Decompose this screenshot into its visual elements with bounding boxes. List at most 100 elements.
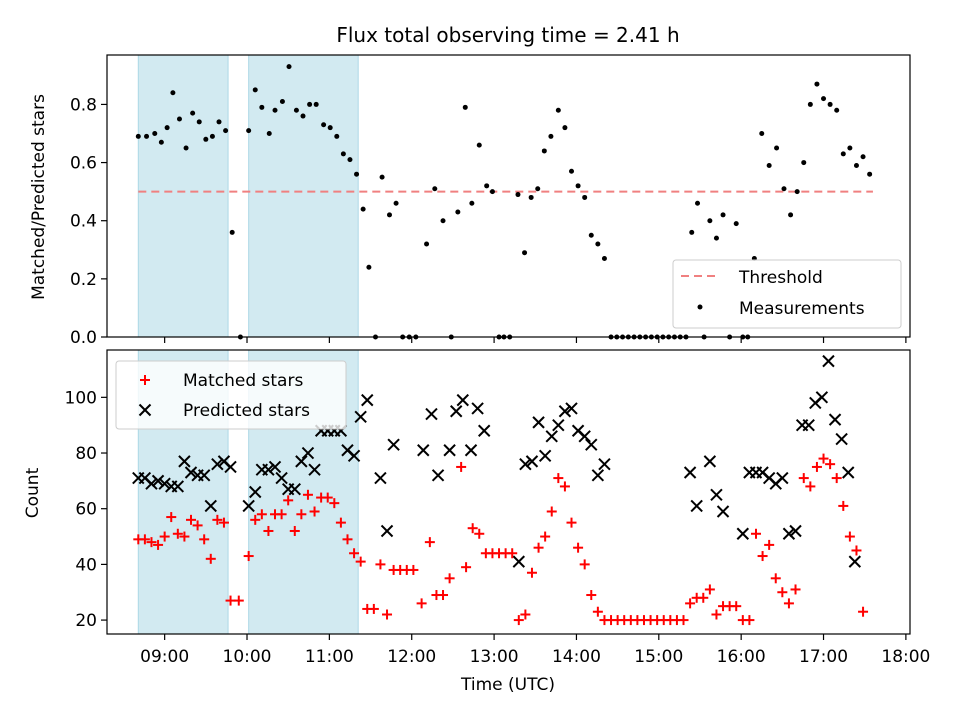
matched-point xyxy=(744,615,755,626)
y-tick-label: 0.2 xyxy=(70,270,97,290)
matched-point xyxy=(250,514,261,525)
matched-point xyxy=(199,534,210,545)
matched-point xyxy=(438,590,449,601)
measurement-point xyxy=(484,183,490,189)
matched-point xyxy=(408,564,419,575)
predicted-points xyxy=(132,354,862,568)
measurement-point xyxy=(164,125,170,131)
matched-point xyxy=(382,609,393,620)
predicted-point xyxy=(822,354,835,368)
predicted-point xyxy=(425,407,438,421)
measurement-point xyxy=(860,154,866,160)
matched-point xyxy=(444,573,455,584)
measurement-point xyxy=(229,229,235,235)
x-tick-label: 15:00 xyxy=(634,647,683,667)
predicted-point xyxy=(552,418,565,432)
matched-point xyxy=(777,587,788,598)
matched-points xyxy=(133,453,869,626)
matched-point xyxy=(335,517,346,528)
measurement-point xyxy=(555,107,561,113)
matched-point xyxy=(566,517,577,528)
measurement-point xyxy=(781,186,787,192)
matched-point xyxy=(764,539,775,550)
predicted-point xyxy=(301,446,315,460)
y-tick-label: 80 xyxy=(75,444,97,464)
matched-point xyxy=(139,534,150,545)
matched-point xyxy=(811,461,822,472)
predicted-point xyxy=(361,393,374,407)
count-x-axis: 09:00 10:00 11:00 12:00 13:00 14:00 15:00 16:00… xyxy=(140,634,930,667)
ratio-panel-frame xyxy=(106,54,911,338)
measurement-point xyxy=(321,122,327,128)
predicted-point xyxy=(308,463,321,476)
measurement-point xyxy=(272,107,278,113)
predicted-point xyxy=(456,393,469,407)
y-tick-label: 0.6 xyxy=(70,154,97,174)
matched-point xyxy=(685,598,696,609)
measurement-point xyxy=(170,90,176,96)
x-tick-label: 17:00 xyxy=(799,647,848,667)
predicted-point xyxy=(374,471,387,485)
ratio-y-label: Matched/Predicted stars xyxy=(29,94,49,300)
measurement-point xyxy=(788,212,794,218)
x-tick-label: 13:00 xyxy=(470,647,519,667)
matched-point xyxy=(461,562,472,573)
matched-point xyxy=(256,509,267,520)
matched-point xyxy=(368,603,379,614)
measurement-point xyxy=(588,232,594,238)
predicted-point xyxy=(525,455,539,468)
matched-point xyxy=(172,528,183,539)
measurement-point xyxy=(528,194,534,200)
predicted-point xyxy=(471,402,484,415)
matched-point xyxy=(186,514,197,525)
matched-point xyxy=(678,615,689,626)
measurement-point xyxy=(455,209,461,215)
measurement-point xyxy=(327,125,333,131)
matched-point xyxy=(342,534,353,545)
predicted-point xyxy=(848,555,862,568)
predicted-point xyxy=(710,488,723,501)
predicted-point xyxy=(354,410,367,424)
matched-point xyxy=(757,551,768,562)
predicted-point xyxy=(151,474,165,488)
matched-point xyxy=(416,598,427,609)
predicted-point xyxy=(211,457,224,471)
matched-point xyxy=(276,509,287,520)
measurement-point xyxy=(313,101,319,107)
predicted-point xyxy=(288,483,301,496)
matched-point xyxy=(559,481,570,492)
predicted-point xyxy=(703,455,717,468)
measurement-point xyxy=(801,160,807,166)
predicted-point xyxy=(380,524,394,538)
measurement-point xyxy=(522,250,528,256)
measurement-point xyxy=(733,221,739,227)
legend-measurements-label: Measurements xyxy=(739,299,865,319)
measurement-point xyxy=(840,151,846,157)
matched-point xyxy=(263,525,274,536)
matched-point xyxy=(698,592,709,603)
measurement-point xyxy=(794,189,800,195)
matched-point xyxy=(322,492,333,503)
matched-point xyxy=(579,559,590,570)
matched-point xyxy=(851,545,862,556)
y-tick-label: 100 xyxy=(65,388,97,408)
predicted-point xyxy=(347,449,361,463)
matched-point xyxy=(474,528,485,539)
measurement-point xyxy=(713,235,719,241)
predicted-point xyxy=(158,477,171,490)
measurement-point xyxy=(759,130,765,136)
measurement-point xyxy=(834,107,840,113)
matched-point xyxy=(289,525,300,536)
measurement-point xyxy=(152,130,158,136)
predicted-point xyxy=(591,469,605,482)
count-y-label: Count xyxy=(23,467,43,518)
measurement-point xyxy=(246,128,252,134)
matched-point xyxy=(467,523,478,534)
matched-point xyxy=(783,598,794,609)
count-y-axis: 20 40 60 80 100 xyxy=(65,388,107,631)
predicted-point xyxy=(736,527,750,540)
measurement-point xyxy=(259,104,265,110)
predicted-point xyxy=(532,416,545,429)
measurement-point xyxy=(386,212,392,218)
